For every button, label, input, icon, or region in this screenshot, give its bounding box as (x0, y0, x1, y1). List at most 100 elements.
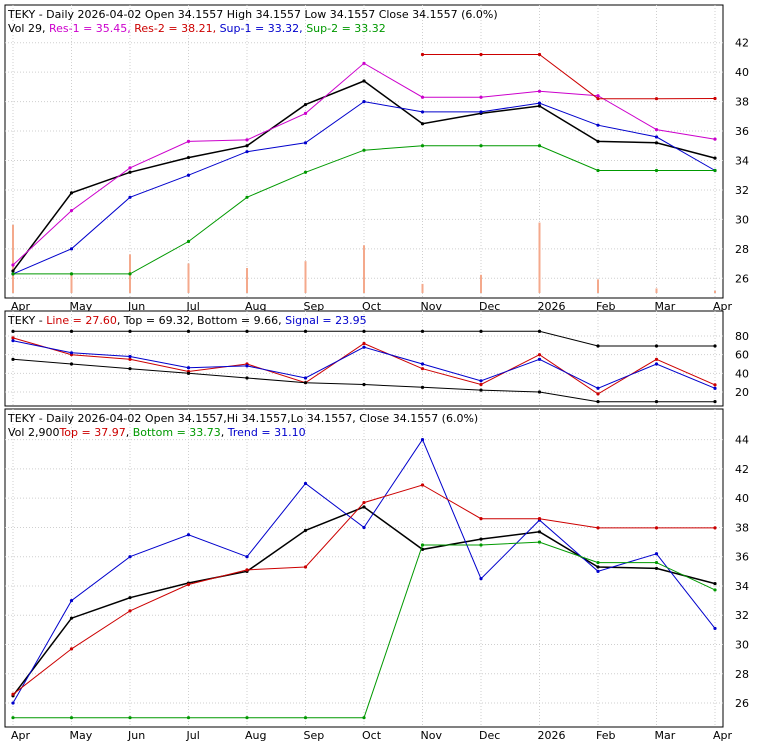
trend-x-tick-label: Dec (479, 729, 500, 742)
dpo-point-bottom (69, 362, 74, 366)
price-point-sup-1 (186, 173, 191, 177)
dpo-point-signal (362, 345, 366, 349)
trend-point-close (128, 596, 132, 600)
price-point-sup-2 (128, 272, 132, 276)
dpo-point-signal (303, 376, 308, 380)
price-x-tick-label: 2026 (538, 300, 566, 313)
price-point-close (69, 191, 74, 195)
price-point-sup-2 (537, 144, 542, 148)
trend-header-line2: Vol 2,900Top = 37.97, Bottom = 33.73, Tr… (8, 426, 306, 439)
dpo-point-top (303, 329, 308, 333)
dpo-point-bottom (713, 400, 717, 404)
trend-point-bottom (654, 560, 659, 565)
trend-point-trend (362, 525, 366, 530)
dpo-y-tick-label: 20 (735, 386, 749, 399)
price-point-sup-1 (596, 123, 600, 127)
trend-point-close (654, 566, 659, 571)
trend-point-trend (479, 577, 483, 581)
dpo-point-line (596, 392, 600, 396)
price-y-tick-label: 42 (735, 37, 749, 50)
trend-x-tick-label: 2026 (538, 729, 566, 742)
price-point-res-1 (713, 137, 717, 141)
price-y-tick-label: 36 (735, 125, 749, 138)
trend-y-tick-label: 36 (735, 551, 749, 564)
dpo-point-signal (69, 351, 74, 355)
trend-x-tick-label: Aug (245, 729, 266, 742)
dpo-point-bottom (420, 385, 425, 389)
trend-point-trend (596, 569, 600, 573)
trend-x-tick-label: Apr (713, 729, 733, 742)
price-point-res-1 (596, 94, 600, 98)
price-point-res-2 (713, 96, 717, 101)
price-point-res-1 (479, 95, 483, 99)
trend-point-close (303, 528, 308, 532)
trend-point-trend (128, 555, 132, 559)
price-point-sup-2 (654, 168, 659, 173)
price-point-sup-2 (69, 272, 74, 276)
trend-point-top (362, 500, 366, 505)
trend-point-top (11, 692, 15, 696)
dpo-point-line (479, 382, 483, 387)
dpo-point-line (654, 357, 659, 361)
trend-point-bottom (537, 540, 542, 544)
trend-point-top (420, 483, 425, 487)
trend-point-bottom (479, 543, 483, 547)
dpo-point-line (537, 353, 542, 357)
trend-point-trend (713, 626, 717, 631)
dpo-point-bottom (245, 376, 249, 380)
dpo-point-signal (479, 379, 483, 383)
price-point-sup-1 (537, 101, 542, 105)
dpo-point-top (479, 329, 483, 333)
dpo-point-bottom (537, 390, 542, 394)
price-point-sup-2 (245, 195, 249, 199)
dpo-point-line (420, 367, 425, 371)
price-point-sup-2 (420, 144, 425, 148)
dpo-point-signal (186, 366, 191, 370)
trend-point-top (245, 568, 249, 572)
dpo-point-top (128, 329, 132, 333)
dpo-point-top (69, 329, 74, 333)
price-point-close (596, 139, 600, 143)
dpo-point-bottom (479, 388, 483, 392)
price-x-tick-label: Aug (245, 300, 266, 313)
price-x-tick-label: Dec (479, 300, 500, 313)
dpo-point-top (654, 344, 659, 348)
price-point-res-1 (537, 89, 542, 93)
oscillator-panel: 20 40 60 80 TEKY - Line = 27.60, Top = 69.32… (4, 310, 749, 407)
price-point-sup-1 (245, 150, 249, 154)
dpo-point-bottom (596, 400, 600, 404)
dpo-point-signal (654, 362, 659, 366)
trend-x-tick-label: Oct (362, 729, 382, 742)
trend-point-bottom (245, 716, 249, 720)
price-point-res-1 (11, 263, 15, 267)
trend-point-top (713, 526, 717, 530)
dpo-point-bottom (303, 381, 308, 385)
trend-y-tick-label: 32 (735, 609, 749, 622)
price-point-close (128, 170, 132, 174)
volume-bar (246, 268, 248, 293)
price-y-tick-label: 32 (735, 184, 749, 197)
price-y-tick-label: 34 (735, 155, 749, 168)
price-y-tick-label: 38 (735, 96, 749, 109)
dpo-point-signal (713, 386, 717, 390)
price-point-res-1 (303, 111, 308, 115)
volume-bar (363, 245, 365, 293)
dpo-y-tick-label: 60 (735, 349, 749, 362)
trend-point-trend (245, 555, 249, 559)
price-panel: 26 28 30 32 34 36 38 40 42 Apr May Jun Jul Aug Sep Oct N… (4, 4, 749, 313)
price-point-res-1 (654, 127, 659, 132)
trend-panel: 26 28 30 32 34 36 38 40 42 44 Apr May Jun Jul Aug Sep Oc… (4, 408, 749, 742)
price-point-close (245, 144, 249, 148)
price-point-res-2 (596, 97, 600, 101)
dpo-point-bottom (654, 400, 659, 404)
trend-point-trend (186, 533, 191, 537)
volume-bar (187, 263, 190, 293)
dpo-y-tick-label: 40 (735, 367, 749, 380)
price-point-sup-2 (713, 168, 717, 173)
price-y-tick-label: 40 (735, 66, 749, 79)
price-point-close (303, 102, 308, 107)
price-y-tick-label: 26 (735, 272, 749, 285)
dpo-point-line (362, 341, 366, 346)
price-x-tick-label: Oct (362, 300, 382, 313)
